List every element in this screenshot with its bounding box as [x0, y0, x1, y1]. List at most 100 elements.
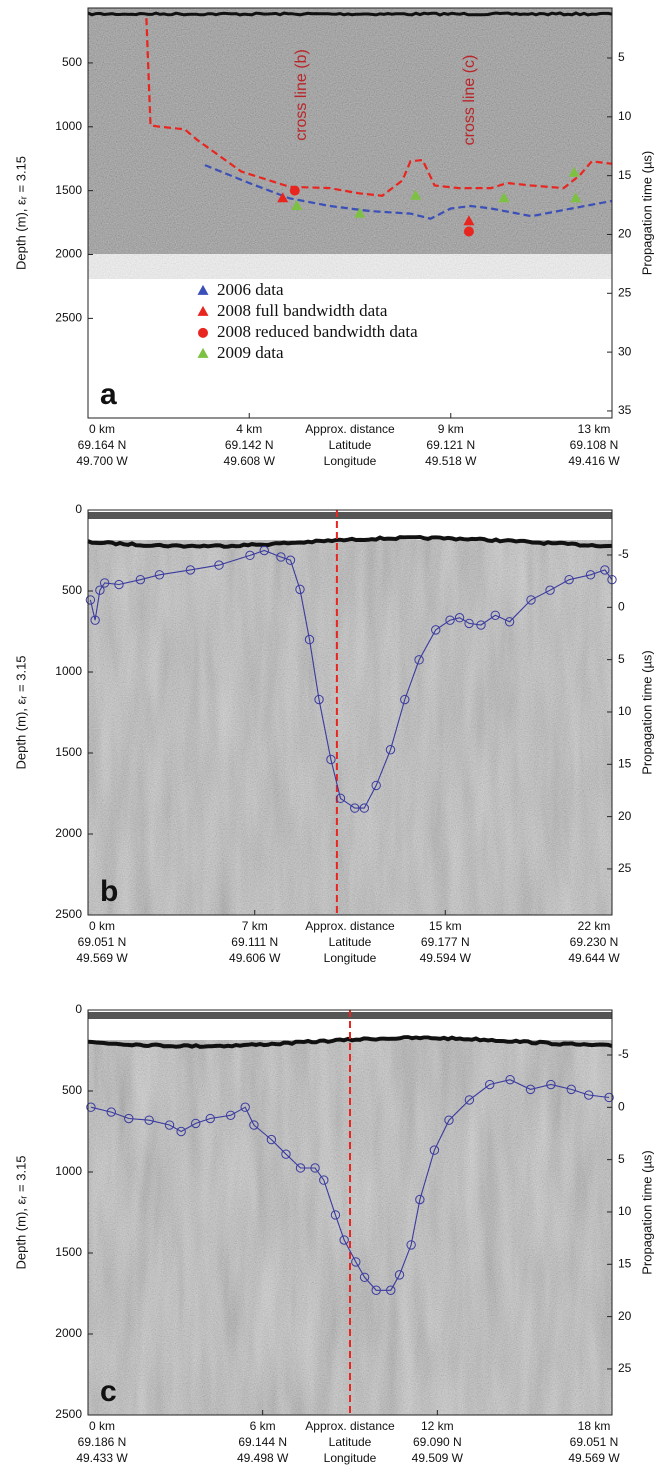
x-tick-label: 0 km [89, 422, 115, 436]
longitude-label: 49.433 W [76, 1451, 128, 1465]
data-point [505, 1074, 515, 1085]
data-point [339, 1235, 349, 1245]
data-point [310, 1163, 320, 1173]
y2-tick-label: 25 [618, 1361, 632, 1375]
panel-letter: b [100, 875, 118, 908]
data-point [281, 1149, 291, 1159]
data-point [326, 754, 336, 765]
x-tick-label: 13 km [578, 422, 611, 436]
y2-tick-label: 20 [618, 227, 632, 241]
y2-axis-label: Propagation time (µs) [639, 151, 654, 276]
longitude-label: 49.569 W [76, 951, 128, 965]
data-point [525, 1084, 536, 1095]
data-point [385, 745, 396, 755]
x-tick-label: 4 km [236, 422, 262, 436]
data-point [266, 1134, 277, 1145]
data-point [410, 189, 422, 200]
data-point [185, 565, 196, 575]
y2-tick-label: 25 [618, 285, 632, 299]
data-point [476, 620, 486, 630]
y2-tick-label: -5 [618, 1047, 629, 1061]
data-point [99, 578, 110, 588]
y-tick-label: 500 [62, 583, 82, 597]
latitude-label: 69.186 N [78, 1435, 127, 1449]
data-point [585, 570, 596, 580]
data-point [394, 1270, 405, 1280]
longitude-label: 49.518 W [425, 454, 477, 468]
latitude-label: 69.108 N [570, 438, 619, 452]
data-point [444, 1115, 454, 1125]
longitude-label: 49.594 W [420, 951, 472, 965]
data-point [245, 550, 255, 561]
legend-marker [197, 284, 209, 295]
row-label: Approx. distance [305, 1419, 395, 1433]
x-tick-label: 0 km [89, 1419, 115, 1433]
x-tick-label: 15 km [429, 919, 462, 933]
x-tick-label: 22 km [578, 919, 611, 933]
plot-frame [87, 1009, 613, 1416]
y2-axis-label: Propagation time (µs) [639, 1150, 654, 1275]
panel: 0 500 1000 1500 2000 2500 -5 0 5 10 15 20 25 Depth (m… [13, 1002, 654, 1465]
legend-marker [197, 305, 209, 316]
panel-letter: c [100, 1375, 117, 1408]
data-point [295, 1163, 306, 1173]
latitude-label: 69.111 N [231, 935, 278, 949]
data-point [485, 1079, 495, 1090]
surface-reflection [87, 534, 613, 549]
data-point [584, 1090, 594, 1100]
radargram-noise-deep [88, 254, 612, 279]
x-tick-label: 0 km [89, 919, 115, 933]
top-band [88, 512, 612, 519]
series-line [90, 1079, 610, 1291]
legend-marker [198, 327, 208, 338]
data-point [114, 579, 124, 590]
data-point [85, 595, 96, 605]
y2-tick-label: 0 [618, 1099, 625, 1113]
data-point [359, 803, 369, 813]
y-axis-label: Depth (m), εᵣ = 3.15 [13, 1155, 28, 1269]
data-point [498, 192, 510, 203]
row-label: Latitude [329, 1435, 372, 1449]
data-point [205, 1113, 215, 1124]
y-tick-label: 0 [75, 1002, 82, 1016]
y-tick-label: 1500 [55, 1245, 82, 1259]
series-line [89, 549, 613, 809]
longitude-label: 49.608 W [224, 454, 276, 468]
data-point [414, 655, 424, 665]
data-point [463, 215, 475, 226]
data-point [314, 694, 324, 705]
y2-tick-label: 5 [618, 652, 625, 666]
y2-tick-label: 15 [618, 1256, 632, 1270]
annotation: cross line (b) [293, 49, 310, 141]
data-point [351, 1257, 361, 1267]
latitude-label: 69.121 N [426, 438, 475, 452]
data-point [463, 226, 474, 237]
data-point [406, 1240, 416, 1250]
surface-reflection [87, 11, 613, 17]
x-tick-label: 9 km [438, 422, 464, 436]
y-tick-label: 1000 [55, 1164, 82, 1178]
legend-marker [197, 347, 209, 358]
data-point [429, 1145, 440, 1155]
data-point [330, 1210, 341, 1220]
data-point [335, 793, 346, 804]
row-label: Longitude [324, 951, 377, 965]
data-point [277, 192, 289, 203]
legend-label: 2009 data [217, 343, 284, 362]
longitude-label: 49.569 W [568, 1451, 620, 1465]
longitude-label: 49.498 W [237, 1451, 289, 1465]
row-label: Latitude [329, 438, 372, 452]
data-point [176, 1126, 186, 1137]
y2-tick-label: 20 [618, 809, 632, 823]
longitude-label: 49.509 W [412, 1451, 464, 1465]
data-point [604, 1092, 614, 1103]
data-point [415, 1194, 425, 1205]
data-point [191, 1118, 201, 1129]
latitude-label: 69.177 N [421, 935, 470, 949]
series-line [145, 18, 613, 197]
data-point [568, 166, 580, 177]
data-point [386, 1285, 396, 1295]
data-point [400, 694, 410, 705]
legend-label: 2006 data [217, 280, 284, 299]
data-point [106, 1107, 116, 1117]
